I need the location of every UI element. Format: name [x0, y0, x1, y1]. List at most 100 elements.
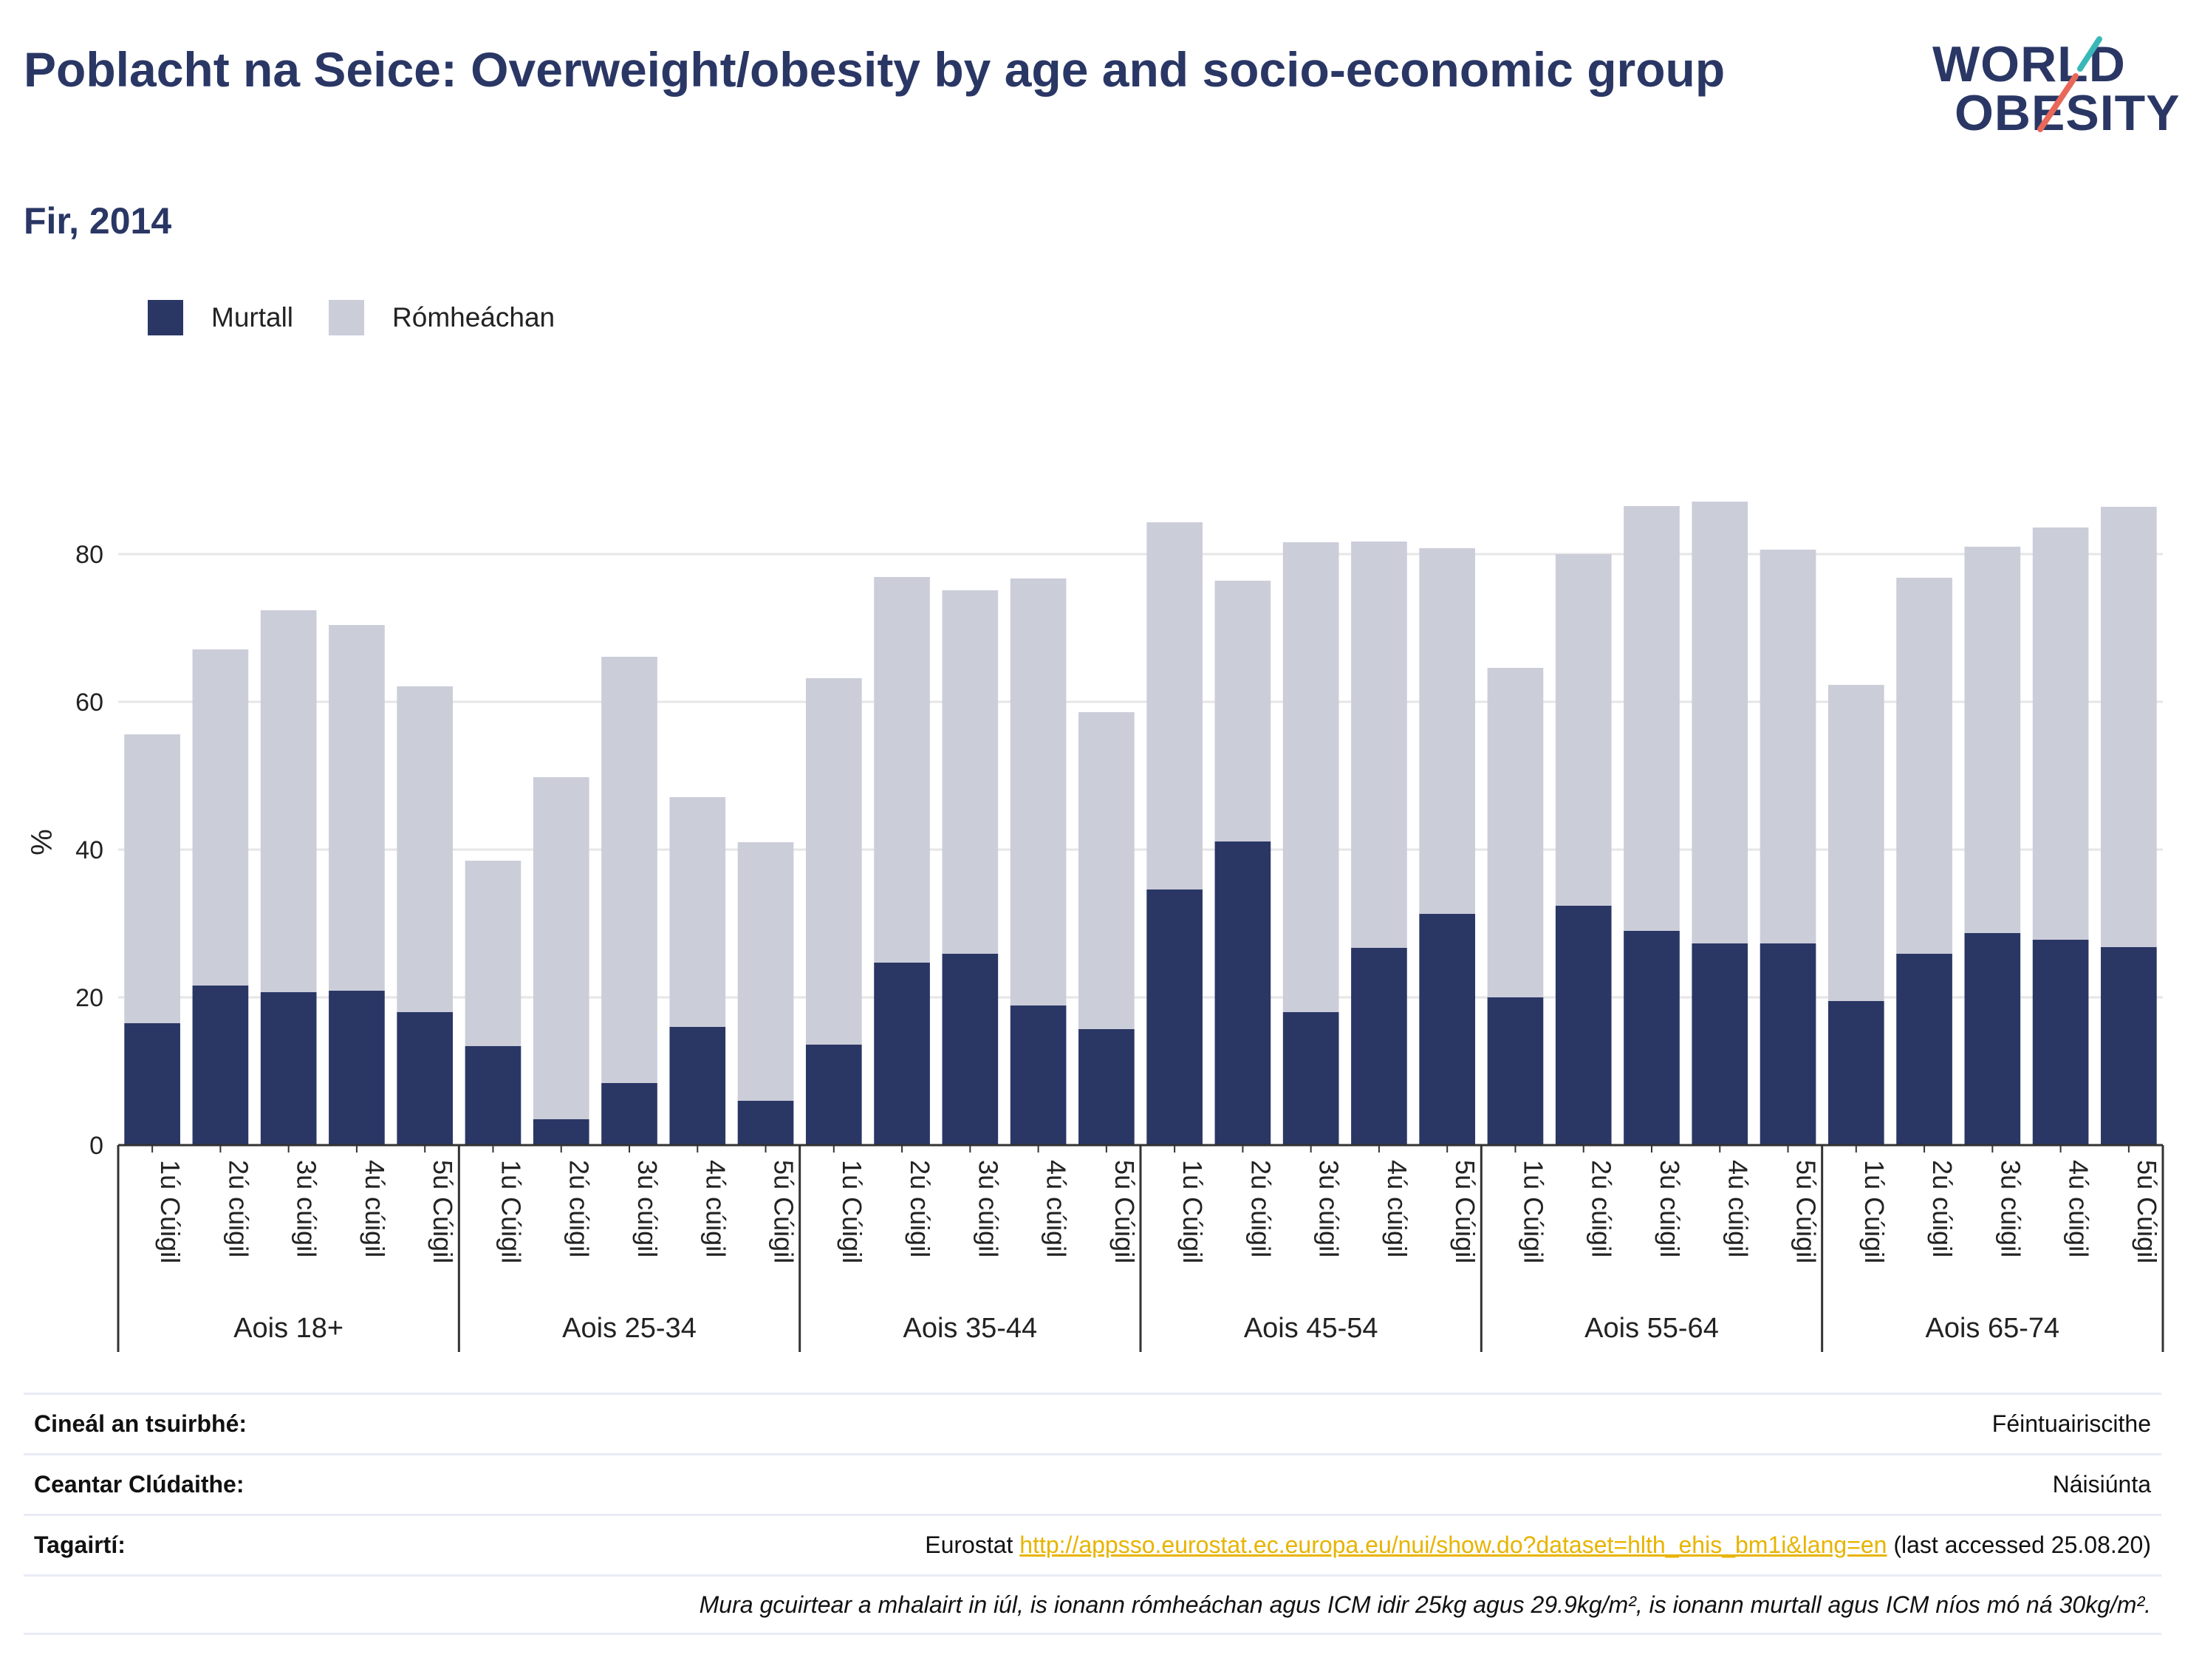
category-label: 1ú Cúigil — [837, 1160, 867, 1263]
bar-overweight — [1760, 550, 1816, 943]
bar-overweight — [1827, 685, 1884, 1001]
bar-obesity — [874, 963, 930, 1145]
category-label: 1ú Cúigil — [155, 1160, 185, 1263]
category-label: 2ú cúigil — [1245, 1160, 1276, 1257]
bar-overweight — [192, 649, 249, 986]
bar-overweight — [397, 686, 454, 1012]
category-label: 4ú cúigil — [1382, 1160, 1412, 1257]
y-tick-label: 60 — [75, 689, 103, 717]
category-label: 3ú cúigil — [1314, 1160, 1344, 1257]
info-row-survey-type: Cineál an tsuirbhé: Féintuairiscithe — [24, 1393, 2161, 1453]
bar-obesity — [329, 991, 385, 1145]
bar-obesity — [1555, 906, 1612, 1145]
definition-note: Mura gcuirtear a mhalairt in iúl, is ion… — [699, 1591, 2151, 1618]
bar-obesity — [737, 1101, 794, 1145]
bar-overweight — [260, 610, 317, 992]
category-label: 5ú Cúigil — [2132, 1160, 2162, 1263]
chart-subtitle: Fir, 2014 — [24, 200, 172, 242]
category-label: 1ú Cúigil — [496, 1160, 526, 1263]
legend-item-obesity[interactable]: Murtall — [148, 300, 293, 335]
bar-obesity — [1282, 1012, 1339, 1145]
category-label: 3ú cúigil — [1655, 1160, 1685, 1257]
y-axis-label: % — [26, 829, 58, 856]
legend-item-overweight[interactable]: Rómheáchan — [329, 300, 555, 335]
chart-legend: Murtall Rómheáchan — [148, 296, 590, 340]
bar-overweight — [2032, 527, 2089, 940]
bar-obesity — [1419, 914, 1476, 1145]
category-label: 5ú Cúigil — [1791, 1160, 1822, 1263]
legend-label-overweight: Rómheáchan — [392, 302, 555, 332]
bar-overweight — [1624, 506, 1680, 931]
y-tick-label: 0 — [89, 1132, 103, 1160]
bar-overweight — [465, 861, 522, 1046]
legend-swatch-overweight — [329, 300, 365, 335]
bar-overweight — [329, 625, 385, 991]
bar-obesity — [1964, 933, 2021, 1145]
category-label: 5ú Cúigil — [428, 1160, 458, 1263]
group-label: Aois 25-34 — [562, 1313, 697, 1344]
legend-swatch-obesity — [148, 300, 183, 335]
info-row-coverage: Ceantar Clúdaithe: Náisiúnta — [24, 1453, 2161, 1514]
coverage-value: Náisiúnta — [2052, 1471, 2151, 1498]
bar-overweight — [601, 657, 657, 1083]
bar-overweight — [1351, 542, 1407, 948]
survey-type-value: Féintuairiscithe — [1991, 1410, 2151, 1437]
stacked-bar-chart: 0 20 40 60 80% 1ú Cúigil 2ú cúigil 3ú cúigil 4ú … — [26, 502, 2164, 1352]
bar-overweight — [1964, 547, 2021, 933]
bar-overweight — [1555, 554, 1612, 906]
bar-overweight — [1487, 668, 1544, 997]
bar-obesity — [1692, 943, 1748, 1145]
bar-obesity — [1010, 1005, 1067, 1145]
info-row-note: Mura gcuirtear a mhalairt in iúl, is ion… — [24, 1574, 2161, 1635]
category-label: 5ú Cúigil — [1450, 1160, 1480, 1263]
bar-obesity — [942, 954, 999, 1145]
info-row-references: Tagairtí: Eurostat http://appsso.eurosta… — [24, 1514, 2161, 1574]
bar-obesity — [192, 986, 249, 1145]
bar-obesity — [533, 1119, 589, 1145]
category-label: 1ú Cúigil — [1859, 1160, 1890, 1263]
bar-overweight — [1282, 542, 1339, 1012]
references-value: Eurostat http://appsso.eurostat.ec.europ… — [925, 1532, 2151, 1559]
bar-obesity — [260, 992, 317, 1145]
bar-overweight — [1214, 581, 1271, 841]
category-label: 2ú cúigil — [223, 1160, 253, 1257]
bar-overweight — [942, 590, 999, 954]
bar-obesity — [124, 1023, 180, 1145]
world-obesity-logo: WORLD OBESITY — [1928, 33, 2180, 159]
category-label: 1ú Cúigil — [1177, 1160, 1208, 1263]
y-tick-label: 20 — [75, 984, 103, 1012]
category-label: 4ú cúigil — [2064, 1160, 2094, 1257]
group-label: Aois 18+ — [233, 1313, 343, 1344]
info-table: Cineál an tsuirbhé: Féintuairiscithe Cea… — [24, 1393, 2161, 1635]
references-label: Tagairtí: — [34, 1532, 126, 1558]
category-label: 2ú cúigil — [564, 1160, 595, 1257]
bar-obesity — [1487, 997, 1544, 1145]
category-label: 2ú cúigil — [1927, 1160, 1957, 1257]
bar-overweight — [2101, 507, 2157, 947]
bar-overweight — [124, 734, 180, 1023]
bar-obesity — [1078, 1029, 1135, 1145]
logo-line-2: OBESITY — [1955, 85, 2181, 141]
bar-overweight — [669, 797, 726, 1027]
references-suffix: (last accessed 25.08.20) — [1893, 1532, 2151, 1558]
bar-obesity — [2032, 940, 2089, 1145]
bar-overweight — [1419, 548, 1476, 914]
references-link[interactable]: http://appsso.eurostat.ec.europa.eu/nui/… — [1019, 1532, 1887, 1558]
bar-obesity — [1214, 841, 1271, 1145]
bar-overweight — [805, 678, 862, 1045]
bar-overweight — [1692, 502, 1748, 943]
bar-obesity — [601, 1083, 657, 1145]
bar-overweight — [1896, 578, 1952, 954]
bar-obesity — [465, 1046, 522, 1145]
bar-overweight — [1010, 578, 1067, 1005]
page-title: Poblacht na Seice: Overweight/obesity by… — [24, 42, 1726, 97]
bar-overweight — [874, 577, 930, 963]
bar-overweight — [737, 842, 794, 1101]
references-prefix: Eurostat — [925, 1532, 1013, 1558]
category-label: 3ú cúigil — [292, 1160, 322, 1257]
legend-label-obesity: Murtall — [211, 302, 294, 332]
bar-obesity — [1827, 1001, 1884, 1145]
group-label: Aois 65-74 — [1925, 1313, 2059, 1344]
category-label: 3ú cúigil — [973, 1160, 1003, 1257]
category-label: 4ú cúigil — [1042, 1160, 1072, 1257]
